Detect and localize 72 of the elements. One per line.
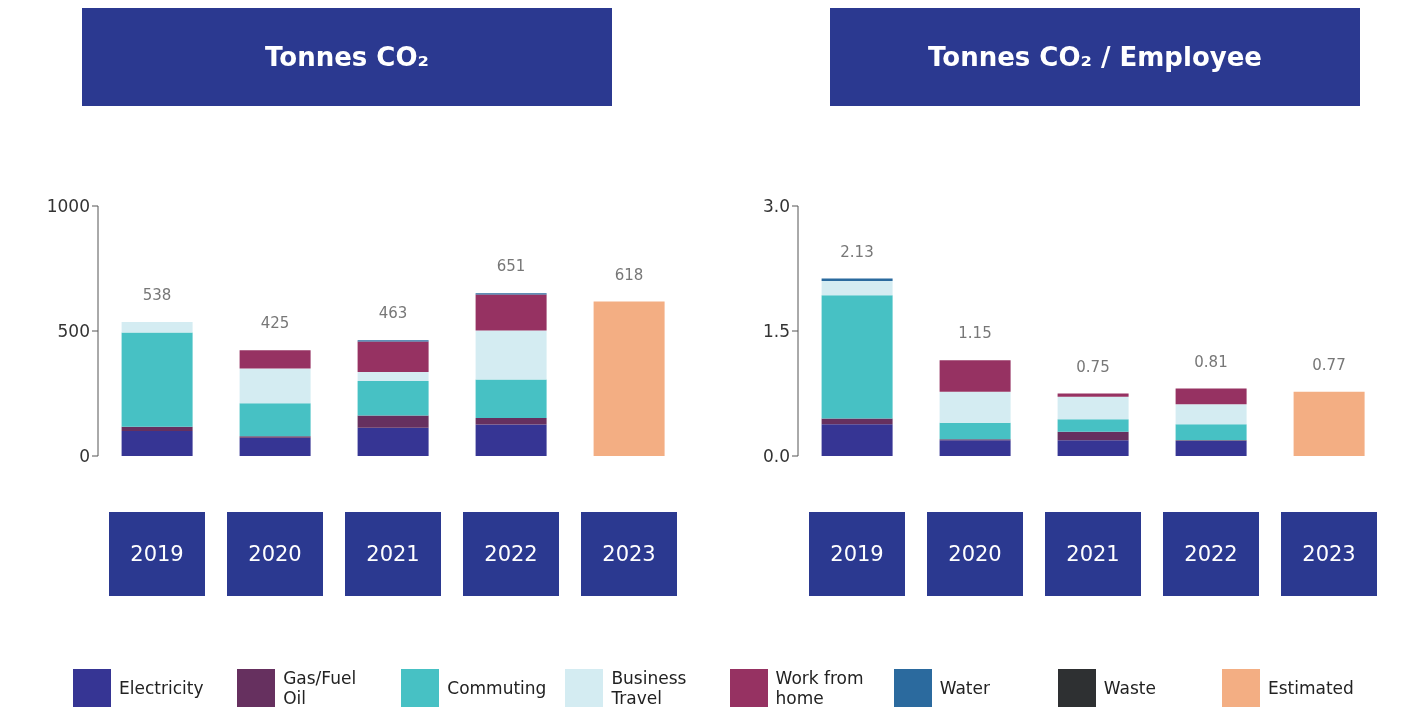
total-label: 425 xyxy=(260,314,290,333)
total-label: 618 xyxy=(614,265,644,284)
bar xyxy=(475,294,547,331)
y-tick-label: 1.5 xyxy=(762,321,790,342)
x-tick-label: 2022 xyxy=(484,542,538,566)
x-tick-label: 2023 xyxy=(1302,542,1356,566)
bar xyxy=(1057,393,1129,397)
bar xyxy=(1175,388,1247,405)
legend-label: Work from home xyxy=(775,668,865,708)
x-tick-label: 2022 xyxy=(1184,542,1238,566)
legend-label: Water xyxy=(939,678,991,698)
bar xyxy=(475,418,547,425)
x-tick-label: 2023 xyxy=(602,542,656,566)
bar xyxy=(939,360,1011,392)
legend-label: Waste xyxy=(1103,678,1157,698)
y-tick-label: 0 xyxy=(79,446,90,467)
bar xyxy=(1057,440,1129,456)
x-tick-label: 2020 xyxy=(248,542,302,566)
x-tick-label: 2019 xyxy=(130,542,184,566)
total-label: 651 xyxy=(496,257,526,276)
bar xyxy=(1175,424,1247,441)
bar xyxy=(121,431,193,456)
x-tick-label: 2021 xyxy=(1066,542,1120,566)
bar xyxy=(939,440,1011,456)
bar xyxy=(1057,396,1129,420)
y-tick-label: 0.0 xyxy=(762,446,790,467)
bar xyxy=(475,379,547,418)
bar xyxy=(239,403,311,437)
legend-label: Gas/Fuel Oil xyxy=(283,668,358,708)
total-label: 538 xyxy=(142,286,172,304)
bar xyxy=(1175,404,1247,425)
total-label: 2.13 xyxy=(840,242,874,261)
bar xyxy=(939,422,1011,440)
chart-title: Tonnes CO₂ / Employee xyxy=(830,8,1360,106)
legend-label: Estimated xyxy=(1267,678,1355,698)
x-tick-label: 2021 xyxy=(366,542,420,566)
total-label: 0.77 xyxy=(1312,355,1346,374)
total-label: 0.81 xyxy=(1194,352,1228,371)
bar xyxy=(357,415,429,428)
bar xyxy=(239,368,311,404)
bar xyxy=(357,341,429,372)
bar xyxy=(121,426,193,431)
y-tick-label: 3.0 xyxy=(762,196,790,217)
legend-label: Commuting xyxy=(447,678,547,698)
total-label: 1.15 xyxy=(958,324,992,343)
bar xyxy=(1057,419,1129,432)
bar xyxy=(475,424,547,456)
bar xyxy=(357,372,429,381)
bar xyxy=(357,427,429,456)
total-label: 0.75 xyxy=(1076,357,1110,376)
bar xyxy=(121,332,193,427)
bar xyxy=(239,350,311,369)
bar xyxy=(593,301,665,456)
bar xyxy=(121,322,193,333)
bar xyxy=(475,330,547,380)
legend-label: Business Travel xyxy=(611,668,688,708)
bar xyxy=(239,437,311,456)
bar xyxy=(821,281,893,296)
chart-title: Tonnes CO₂ xyxy=(82,8,612,106)
bar xyxy=(357,381,429,416)
bar xyxy=(1175,441,1247,456)
bar xyxy=(1057,431,1129,441)
bar xyxy=(821,295,893,419)
bar xyxy=(1293,391,1365,456)
y-tick-label: 500 xyxy=(57,321,90,342)
total-label: 463 xyxy=(378,304,408,323)
x-tick-label: 2020 xyxy=(948,542,1002,566)
bar xyxy=(939,391,1011,423)
bar xyxy=(821,424,893,456)
x-tick-label: 2019 xyxy=(830,542,884,566)
y-tick-label: 1000 xyxy=(46,196,90,217)
legend-label: Electricity xyxy=(119,678,205,698)
